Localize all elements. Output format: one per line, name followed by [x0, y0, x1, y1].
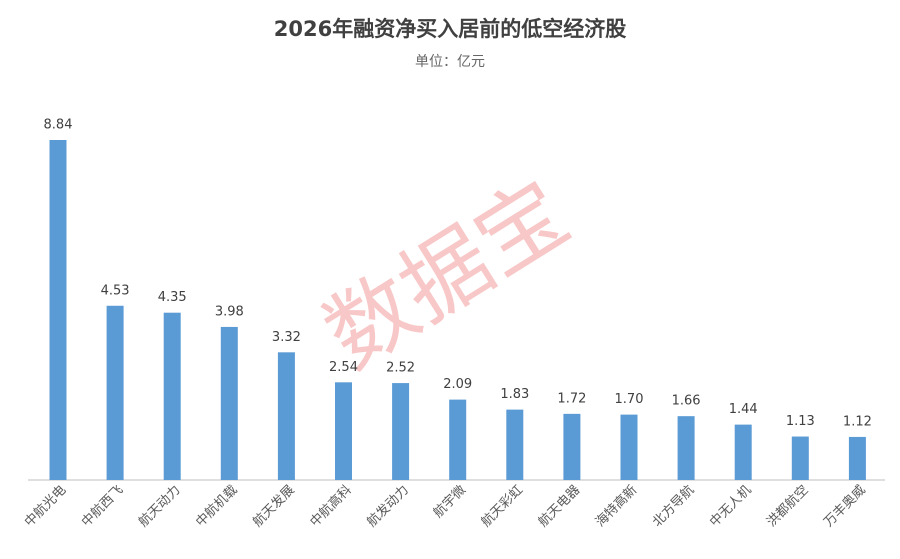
value-label: 8.84 — [44, 118, 73, 133]
x-tick-label: 中航西飞 — [78, 482, 126, 530]
value-label: 3.98 — [215, 304, 244, 319]
value-label: 1.13 — [786, 414, 815, 429]
watermark: 数据宝 — [307, 161, 585, 388]
bar — [277, 352, 295, 480]
bar — [506, 409, 524, 480]
x-tick-label: 中航高科 — [307, 482, 355, 530]
x-tick-label: 航天电器 — [535, 482, 583, 530]
bar — [106, 305, 124, 480]
bar — [392, 383, 410, 480]
value-label: 1.72 — [557, 391, 586, 406]
value-label: 2.54 — [329, 360, 358, 375]
value-label: 2.09 — [443, 377, 472, 392]
x-tick-label: 中航光电 — [21, 482, 69, 530]
value-label: 1.66 — [672, 394, 701, 409]
value-label: 1.12 — [843, 414, 872, 429]
bar — [49, 140, 67, 480]
bar — [335, 382, 352, 480]
x-tick-label: 中航机载 — [193, 482, 241, 530]
value-label: 2.52 — [386, 361, 415, 376]
x-tick-label: 万丰奥威 — [821, 483, 868, 530]
bar — [848, 436, 866, 480]
x-tick-label: 航发动力 — [364, 482, 412, 530]
chart-title: 2026年融资净买入居前的低空经济股 — [274, 17, 626, 41]
x-tick-label: 洪都航空 — [764, 482, 812, 530]
value-label: 3.32 — [272, 330, 301, 345]
bar — [620, 414, 638, 480]
value-label: 1.83 — [500, 387, 529, 402]
bar — [163, 312, 181, 480]
x-tick-label: 航天动力 — [135, 482, 183, 530]
value-label: 4.53 — [101, 283, 130, 298]
bar — [791, 436, 809, 480]
bar — [220, 326, 238, 480]
chart-subtitle: 单位：亿元 — [415, 54, 485, 70]
value-label: 4.35 — [158, 290, 187, 305]
x-tick-label: 中无人机 — [707, 483, 754, 530]
value-label: 1.44 — [729, 402, 758, 417]
bar — [449, 399, 467, 480]
bar — [563, 413, 581, 480]
value-label: 1.70 — [615, 392, 644, 407]
x-tick-label: 航宇微 — [430, 482, 469, 521]
x-tick-label: 航天发展 — [250, 482, 298, 530]
bar — [677, 416, 695, 480]
bar — [734, 424, 752, 480]
x-tick-label: 北方导航 — [649, 482, 697, 530]
x-tick-label: 海特高新 — [592, 482, 640, 530]
x-tick-label: 航天彩虹 — [478, 482, 526, 530]
